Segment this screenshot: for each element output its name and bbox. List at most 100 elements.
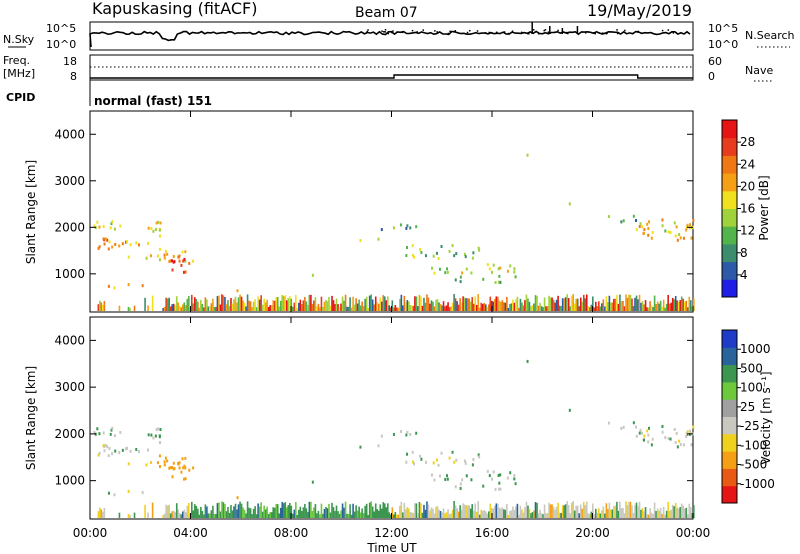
velocity-ground-scatter [665, 510, 668, 518]
power-echo [526, 153, 529, 157]
velocity-ground-scatter [371, 506, 374, 518]
power-ground-scatter [236, 302, 238, 311]
power-echo [236, 289, 239, 293]
velocity-ground-scatter [326, 508, 329, 518]
velocity-ground-scatter [610, 509, 612, 518]
power-ytick-label: 1000 [54, 267, 85, 281]
nave-tick-high: 60 [708, 55, 722, 68]
velocity-echo [482, 484, 485, 488]
power-ground-scatter [581, 301, 584, 311]
velocity-echo [675, 431, 678, 435]
velocity-ground-scatter [118, 512, 121, 518]
velocity-echo [415, 431, 418, 435]
power-ground-scatter [175, 296, 178, 311]
x-tick-label: 00:00 [676, 526, 711, 540]
velocity-ground-scatter [451, 509, 454, 518]
power-ground-scatter [490, 300, 493, 311]
power-colorbar-tick-label: 16 [740, 202, 755, 216]
power-ylabel: Slant Range [km] [24, 160, 38, 264]
power-echo [459, 280, 462, 284]
power-ground-scatter [436, 299, 439, 311]
velocity-echo [465, 474, 468, 478]
velocity-ground-scatter [178, 512, 181, 518]
power-echo [646, 222, 649, 226]
velocity-echo [643, 438, 646, 442]
power-ground-scatter [97, 304, 100, 311]
velocity-echo [646, 429, 649, 433]
velocity-echo [127, 462, 130, 466]
power-ground-scatter [680, 296, 683, 311]
power-ground-scatter [569, 306, 571, 311]
power-ground-scatter [364, 298, 366, 311]
power-ground-scatter [459, 298, 461, 311]
velocity-echo [158, 454, 161, 458]
power-echo [163, 253, 166, 257]
velocity-ground-scatter [285, 507, 288, 518]
power-ground-scatter [231, 303, 234, 311]
power-echo [158, 247, 161, 251]
x-tick-label: 20:00 [575, 526, 610, 540]
power-ground-scatter [557, 295, 559, 311]
power-echo [158, 234, 161, 238]
power-ground-scatter [127, 306, 130, 311]
power-echo [437, 257, 440, 261]
power-ground-scatter [637, 299, 639, 311]
power-ground-scatter [209, 306, 211, 311]
power-echo [413, 255, 416, 259]
velocity-echo [377, 444, 380, 448]
power-echo [166, 252, 169, 256]
power-echo [168, 260, 171, 264]
velocity-colorbar-swatch [722, 416, 737, 435]
power-ground-scatter [507, 307, 510, 311]
power-ground-scatter [243, 302, 246, 311]
nsearch-dot [637, 30, 639, 33]
power-ground-scatter [257, 296, 259, 311]
velocity-ground-scatter [599, 513, 602, 518]
power-ground-scatter [246, 294, 249, 311]
power-ground-scatter [456, 301, 458, 311]
velocity-ground-scatter [313, 507, 315, 518]
power-ground-scatter [379, 297, 382, 311]
power-ground-scatter [391, 300, 394, 311]
velocity-ground-scatter [180, 514, 183, 518]
power-ground-scatter [566, 294, 568, 311]
velocity-ground-scatter [519, 505, 522, 518]
power-echo [643, 231, 646, 235]
power-ground-scatter [207, 306, 210, 311]
power-ground-scatter [295, 295, 297, 311]
velocity-ground-scatter [575, 505, 578, 518]
velocity-echo [163, 463, 166, 467]
velocity-echo [409, 433, 412, 437]
velocity-colorbar: -1000 -500 -100 -25 25 100 500 1000 [721, 329, 775, 504]
power-ground-scatter [302, 300, 305, 311]
velocity-echo [471, 463, 474, 467]
power-ground-scatter [677, 301, 680, 311]
velocity-ground-scatter [317, 510, 320, 518]
nsky-label: N.Sky [3, 33, 35, 46]
power-ground-scatter [519, 298, 522, 311]
velocity-colorbar-frame [721, 329, 738, 504]
velocity-echo [497, 474, 500, 478]
velocity-ground-scatter [469, 508, 472, 518]
power-echo [685, 225, 688, 229]
velocity-echo [103, 449, 106, 453]
power-echo [430, 266, 433, 270]
velocity-ground-scatter [162, 514, 164, 518]
velocity-colorbar-tick-label: 500 [740, 361, 763, 375]
velocity-ground-scatter [272, 507, 275, 518]
nsearch-label: N.Search [745, 29, 795, 42]
velocity-echo [236, 496, 239, 500]
nsearch-dot [503, 31, 506, 33]
power-ground-scatter [549, 297, 552, 311]
velocity-echo [412, 460, 415, 464]
velocity-echo [635, 425, 638, 429]
velocity-ground-scatter [662, 506, 665, 518]
power-echo [104, 237, 107, 241]
velocity-ground-scatter [308, 501, 311, 518]
velocity-ground-scatter [658, 510, 660, 518]
velocity-ground-scatter [625, 501, 627, 518]
power-ground-scatter [478, 307, 481, 311]
velocity-ground-scatter [432, 508, 434, 518]
power-ground-scatter [319, 307, 321, 311]
